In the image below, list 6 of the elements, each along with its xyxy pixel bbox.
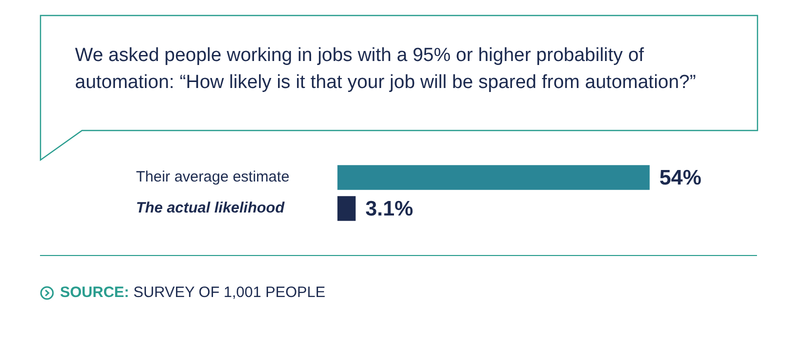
data-label: 3.1%: [365, 197, 414, 220]
y-tick-label: The actual likelihood: [136, 200, 286, 217]
data-label: 54%: [659, 166, 702, 190]
y-tick-label: Their average estimate: [136, 168, 290, 186]
chart-title: We asked people working in jobs with a 95% or higher probability of automation: “How likely is it that your job will be spared from automation?”: [75, 44, 697, 95]
source-note: SOURCE: SURVEY OF 1,001 PEOPLE: [60, 284, 326, 301]
